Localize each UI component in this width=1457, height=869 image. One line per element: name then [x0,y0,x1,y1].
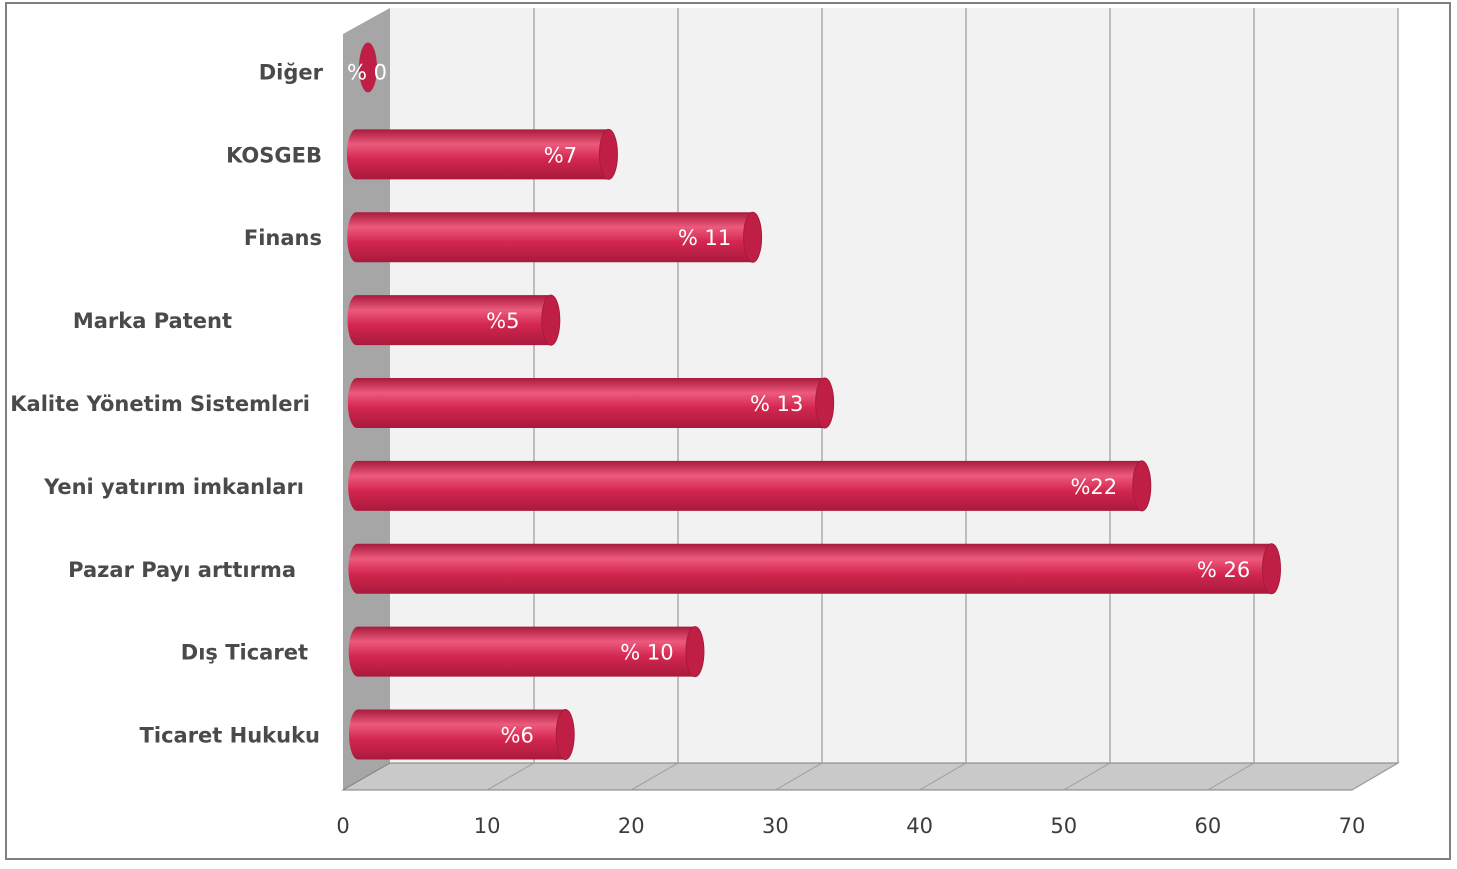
data-label: %6 [501,724,534,748]
bar [347,212,762,263]
bar [347,378,834,428]
category-label: Dış Ticaret [181,641,308,665]
bar-group: %7 [346,128,618,180]
bar [348,460,1151,511]
bar-end-cap [1262,543,1282,595]
category-label: Pazar Payı arttırma [68,558,296,582]
x-tick-label: 30 [762,814,789,838]
bar [346,129,618,180]
data-label: % 26 [1197,558,1250,582]
x-tick-label: 10 [474,814,501,838]
floor-gridline [486,762,535,791]
floor-gridline [919,762,967,791]
floor [341,762,1400,791]
category-label: Ticaret Hukuku [140,724,320,748]
x-tick-label: 40 [906,814,933,838]
x-tick-label: 50 [1050,814,1077,838]
bar-group: % 13 [347,377,835,429]
bar-end-cap [1132,460,1152,512]
floor-gridline [1351,762,1399,791]
bar-end-cap [815,377,835,429]
bar-end-cap [541,294,561,346]
bar [349,709,575,760]
data-label: % 0 [347,60,387,84]
data-label: % 11 [678,226,731,250]
category-label: Yeni yatırım imkanları [43,475,304,499]
bar [359,42,377,93]
floor-gridline [631,762,679,791]
outer-border [5,2,1451,860]
floor-gridline [1207,762,1255,791]
bar-end-cap [555,709,575,761]
x-tick-label: 60 [1194,814,1221,838]
data-label: %22 [1070,475,1117,499]
category-label: Finans [244,226,322,250]
bar-group: % 0 [347,42,387,93]
bar-group: % 11 [347,211,763,263]
bar-group: %5 [347,294,561,346]
category-label: Kalite Yönetim Sistemleri [10,392,310,416]
category-label: KOSGEB [226,143,322,167]
bar [348,543,1281,594]
floor-gridline [775,762,823,791]
x-tick-label: 0 [336,814,349,838]
category-label: Diğer [259,60,324,84]
bar-end-cap [743,211,763,263]
data-label: % 13 [750,392,803,416]
bar-group: % 26 [348,543,1282,595]
category-label: Marka Patent [73,309,232,333]
bar-end-cap [685,626,705,678]
x-tick-label: 70 [1339,814,1366,838]
floor-gridline [1063,762,1111,791]
bar-group: % 10 [348,626,705,678]
x-tick-label: 20 [618,814,645,838]
data-label: %5 [486,309,519,333]
data-label: %7 [544,143,577,167]
bar [348,626,704,677]
bar-end-cap [598,128,618,180]
bar-group: %6 [349,709,575,761]
data-label: % 10 [620,641,673,665]
bar-group: %22 [348,460,1152,512]
bar [347,295,560,346]
